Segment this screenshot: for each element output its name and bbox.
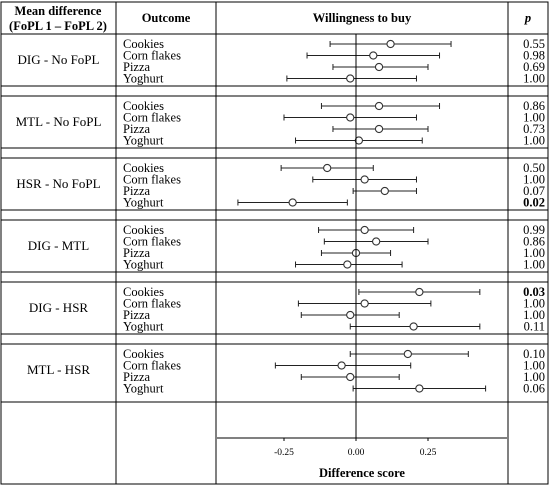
point-estimate [386,39,395,49]
outcome-label: Pizza [123,246,151,260]
point-estimate [360,299,369,308]
point-estimate [415,384,424,393]
point-estimate [354,136,364,145]
p-value: 0.50 [523,161,545,175]
outcome-label: Corn flakes [123,235,181,249]
point-estimate [346,372,355,382]
outcome-label: Yoghurt [123,196,164,210]
group-label: DIG - HSR [29,300,89,315]
point-estimate [374,101,384,111]
outcome-label: Pizza [123,308,151,322]
p-value: 1.00 [523,72,545,86]
p-value: 1.00 [523,359,545,373]
outcome-label: Cookies [123,37,164,51]
group-label: MTL - No FoPL [16,114,102,129]
p-value: 0.11 [524,320,545,334]
group-label: HSR - No FoPL [16,176,100,191]
x-tick-label: 0.25 [420,448,437,458]
point-estimate [323,163,332,173]
x-axis: -0.25 0.00 0.25 [217,437,507,458]
outcome-label: Yoghurt [123,382,164,396]
p-value: 1.00 [523,297,545,311]
outcome-label: Pizza [123,122,151,136]
group-label: DIG - MTL [28,238,89,253]
point-estimate [403,349,412,359]
point-estimate [374,62,384,72]
group-label: DIG - No FoPL [18,52,100,67]
outcome-label: Yoghurt [123,258,164,272]
outcome-label: Corn flakes [123,173,181,187]
p-value: 1.00 [523,246,545,260]
point-estimate [374,124,384,134]
outcome-label: Pizza [123,184,151,198]
p-value: 1.00 [523,134,545,148]
point-estimate [360,225,369,235]
p-value: 1.00 [523,370,545,384]
outcome-label: Cookies [123,285,164,299]
point-estimate [372,237,381,246]
p-value: 0.98 [523,49,545,63]
outcome-label: Cookies [123,161,164,175]
point-estimate [346,113,355,122]
header-p-value: p [524,11,531,25]
p-value: 0.86 [523,235,545,249]
outcome-label: Yoghurt [123,320,164,334]
point-estimate [346,310,355,320]
p-value: 0.06 [523,382,545,396]
header-mean-difference: Mean difference [15,4,102,18]
p-value: 1.00 [523,308,545,322]
p-value: 0.99 [523,223,545,237]
outcome-label: Cookies [123,347,164,361]
group-label: MTL - HSR [27,362,90,377]
outcome-label: Corn flakes [123,49,181,63]
outcome-label: Pizza [123,370,151,384]
p-value: 0.55 [523,37,545,51]
point-estimate [337,361,346,370]
row-labels: DIG - No FoPL Cookies 0.55 Corn flakes 0.98 P… [16,37,545,396]
point-estimate [415,287,424,297]
header-outcome: Outcome [142,11,191,25]
p-value: 0.86 [523,99,545,113]
chart-title: Willingness to buy [313,11,412,25]
p-value: 0.07 [523,184,545,198]
p-value: 0.69 [523,60,545,74]
point-estimate [343,260,352,269]
p-value: 0.73 [523,122,545,136]
x-tick-label: 0.00 [348,448,365,458]
p-value: 0.10 [523,347,545,361]
p-value: 1.00 [523,111,545,125]
outcome-label: Pizza [123,60,151,74]
outcome-label: Corn flakes [123,359,181,373]
outcome-label: Cookies [123,223,164,237]
x-axis-label: Difference score [319,466,405,480]
outcome-label: Corn flakes [123,297,181,311]
outcome-label: Yoghurt [123,134,164,148]
outcome-label: Cookies [123,99,164,113]
forest-marks [237,34,487,438]
point-estimate [288,198,297,207]
outcome-label: Corn flakes [123,111,181,125]
point-estimate [409,322,418,331]
x-tick-label: -0.25 [274,448,294,458]
p-value: 1.00 [523,258,545,272]
point-estimate [360,175,369,184]
point-estimate [380,186,389,196]
p-value: 0.03 [523,285,545,299]
point-estimate [369,51,378,60]
p-value: 1.00 [523,173,545,187]
point-estimate [346,74,355,83]
header-fopl-comparison: (FoPL 1 – FoPL 2) [9,19,107,33]
p-value: 0.02 [523,196,545,210]
outcome-label: Yoghurt [123,72,164,86]
